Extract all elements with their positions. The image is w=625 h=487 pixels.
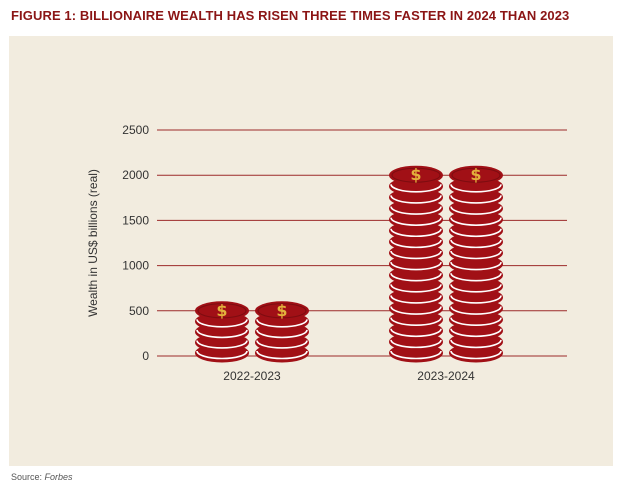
coin-stack-2022-2023-1: $	[195, 301, 249, 363]
coin-stripe	[196, 319, 248, 328]
coin-stripe	[390, 261, 442, 271]
y-tick-label: 500	[129, 304, 149, 318]
coin-stripe	[390, 284, 442, 293]
coin-stripe	[390, 228, 442, 238]
coin-stripe	[450, 306, 502, 315]
dollar-sign-icon: $	[410, 165, 421, 184]
coin-top	[195, 301, 249, 321]
coin-stripe	[450, 295, 502, 304]
x-tick-label: 2023-2024	[417, 369, 475, 383]
y-tick-label: 1000	[122, 259, 149, 273]
coin-stripe	[450, 317, 502, 326]
coin-stripe	[390, 217, 442, 226]
coin-rim	[451, 167, 501, 183]
coin-rim	[391, 167, 441, 183]
coin-stripe	[450, 217, 502, 226]
coin-stripe	[450, 284, 502, 293]
coin-stripe	[390, 184, 442, 193]
source-prefix: Source:	[11, 472, 45, 482]
coin-rim	[257, 303, 307, 319]
coin-stripe	[450, 328, 502, 338]
coin-top	[255, 301, 309, 321]
source-note: Source: Forbes	[11, 472, 73, 482]
coin-stripe	[390, 273, 442, 282]
coin-stripe	[450, 339, 502, 349]
coin-stripe	[390, 239, 442, 249]
coin-stack-2022-2023-2: $	[255, 301, 309, 363]
coin-stripe	[390, 295, 442, 304]
y-tick-label: 0	[142, 349, 149, 363]
x-tick-label: 2022-2023	[223, 369, 281, 383]
coin-stripe	[256, 329, 308, 339]
coin-stripe	[196, 340, 248, 349]
coin-stripe	[390, 317, 442, 326]
y-axis-label: Wealth in US$ billions (real)	[86, 169, 100, 317]
y-tick-label: 2000	[122, 168, 149, 182]
coin-stripe	[390, 206, 442, 215]
coin-top	[389, 165, 443, 185]
coin-stripe	[450, 250, 502, 260]
coin-stripe	[450, 206, 502, 215]
coin-top	[449, 165, 503, 185]
coin-stripe	[390, 328, 442, 338]
coin-stripe	[390, 339, 442, 349]
coin-stripe	[450, 239, 502, 249]
chart-svg: 0 500 1000 1500 2000 2500 Wealth in US$ billio…	[86, 123, 567, 383]
dollar-sign-icon: $	[276, 301, 287, 320]
figure-title: FIGURE 1: BILLIONAIRE WEALTH HAS RISEN T…	[11, 8, 570, 23]
coin-stripe	[390, 195, 442, 204]
dollar-sign-icon: $	[216, 301, 227, 320]
coin-stack-2023-2024-1: $	[389, 165, 443, 363]
coin-stripe	[256, 340, 308, 349]
coin-stripe	[390, 250, 442, 260]
y-tick-label: 2500	[122, 123, 149, 137]
coin-stripe	[196, 329, 248, 339]
y-tick-label: 1500	[122, 213, 149, 227]
source-name: Forbes	[44, 472, 73, 482]
coin-stripe	[450, 273, 502, 282]
coin-rim	[197, 303, 247, 319]
coin-stripe	[450, 184, 502, 193]
coin-stripe	[450, 350, 502, 360]
coin-stripe	[450, 195, 502, 204]
coin-stripe	[256, 319, 308, 328]
coin-stripe	[196, 350, 248, 360]
coin-stripe	[390, 350, 442, 360]
coin-stripe	[256, 350, 308, 360]
coin-stripe	[450, 228, 502, 238]
chart-panel: 0 500 1000 1500 2000 2500 Wealth in US$ billio…	[9, 36, 613, 466]
coin-stack-2023-2024-2: $	[449, 165, 503, 363]
coin-stripe	[390, 306, 442, 315]
dollar-sign-icon: $	[470, 165, 481, 184]
coin-stripe	[450, 261, 502, 271]
